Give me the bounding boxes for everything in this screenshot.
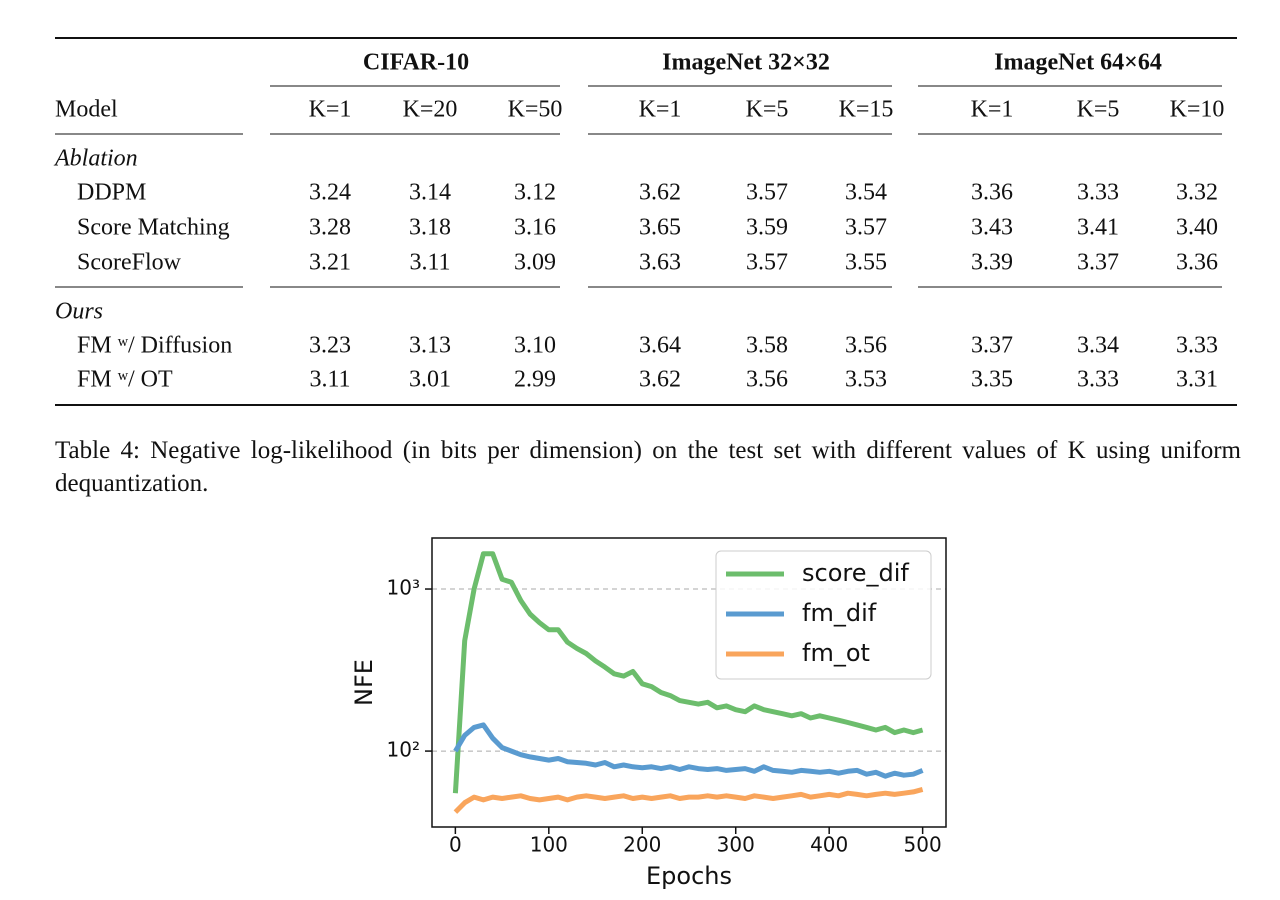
cell: 3.63 (639, 249, 681, 276)
x-tick-label: 400 (810, 833, 848, 857)
cell: 3.40 (1176, 214, 1218, 241)
column-header: K=50 (507, 96, 563, 123)
cell: 3.18 (409, 214, 451, 241)
cell: 3.37 (1077, 249, 1119, 276)
cell: 3.34 (1077, 332, 1119, 359)
column-header: K=5 (1076, 96, 1120, 123)
legend-label: fm_dif (802, 599, 877, 627)
caption: Table 4: Negative log-likelihood (in bit… (55, 437, 1241, 497)
column-header: K=10 (1169, 96, 1225, 123)
cell: 3.37 (971, 332, 1013, 359)
row-label: FM ʷ/ Diffusion (77, 332, 233, 359)
cell: 3.12 (514, 179, 556, 206)
legend-label: score_dif (802, 559, 909, 587)
y-tick-label: 10³ (387, 576, 420, 600)
group-header: ImageNet 64×64 (994, 49, 1162, 76)
cell: 3.01 (409, 366, 451, 393)
column-header: K=1 (970, 96, 1014, 123)
cell: 3.39 (971, 249, 1013, 276)
column-header: Model (55, 96, 118, 123)
column-header: K=1 (638, 96, 682, 123)
cell: 3.11 (309, 366, 351, 393)
cell: 3.13 (409, 332, 451, 359)
cell: 3.33 (1176, 332, 1218, 359)
cell: 3.11 (409, 249, 451, 276)
column-header: K=1 (308, 96, 352, 123)
cell: 2.99 (514, 366, 556, 393)
legend-box (715, 550, 932, 680)
x-tick-label: 300 (717, 833, 755, 857)
y-tick-label: 10² (387, 738, 420, 762)
cell: 3.24 (309, 179, 351, 206)
cell: 3.14 (409, 179, 451, 206)
section-title: Ablation (55, 145, 138, 172)
plot-frame (431, 537, 947, 828)
x-tick-label: 200 (623, 833, 661, 857)
legend-label: fm_ot (802, 639, 870, 667)
cell: 3.65 (639, 214, 681, 241)
cell: 3.28 (309, 214, 351, 241)
cell: 3.58 (746, 332, 788, 359)
cell: 3.57 (845, 214, 887, 241)
column-header: K=5 (745, 96, 789, 123)
x-axis-label: Epochs (646, 862, 732, 890)
section-title: Ours (55, 298, 104, 325)
x-tick-label: 0 (449, 833, 462, 857)
cell: 3.57 (746, 179, 788, 206)
cell: 3.43 (971, 214, 1013, 241)
cell: 3.54 (845, 179, 887, 206)
cell: 3.23 (309, 332, 351, 359)
row-label: Score Matching (77, 214, 230, 241)
cell: 3.41 (1077, 214, 1119, 241)
cell: 3.36 (971, 179, 1013, 206)
cell: 3.16 (514, 214, 556, 241)
cell: 3.33 (1077, 179, 1119, 206)
cell: 3.57 (746, 249, 788, 276)
group-header: ImageNet 32×32 (662, 49, 830, 76)
column-header: K=20 (402, 96, 458, 123)
cell: 3.62 (639, 366, 681, 393)
cell: 3.56 (845, 332, 887, 359)
cell: 3.21 (309, 249, 351, 276)
cell: 3.59 (746, 214, 788, 241)
cell: 3.62 (639, 179, 681, 206)
cell: 3.64 (639, 332, 681, 359)
cell: 3.10 (514, 332, 556, 359)
line (452, 551, 924, 794)
line (453, 786, 924, 814)
cell: 3.09 (514, 249, 556, 276)
cell: 3.36 (1176, 249, 1218, 276)
cell: 3.31 (1176, 366, 1218, 393)
x-tick-label: 500 (904, 833, 942, 857)
row-label: DDPM (77, 179, 147, 206)
x-tick-label: 100 (530, 833, 568, 857)
group-header: CIFAR-10 (362, 49, 470, 76)
column-header: K=15 (838, 96, 894, 123)
cell: 3.32 (1176, 179, 1218, 206)
cell: 3.56 (746, 366, 788, 393)
cell: 3.33 (1077, 366, 1119, 393)
line (453, 722, 924, 779)
y-axis-label: NFE (350, 659, 378, 706)
cell: 3.55 (845, 249, 887, 276)
cell: 3.53 (845, 366, 887, 393)
row-label: FM ʷ/ OT (77, 366, 173, 393)
row-label: ScoreFlow (77, 249, 181, 276)
cell: 3.35 (971, 366, 1013, 393)
